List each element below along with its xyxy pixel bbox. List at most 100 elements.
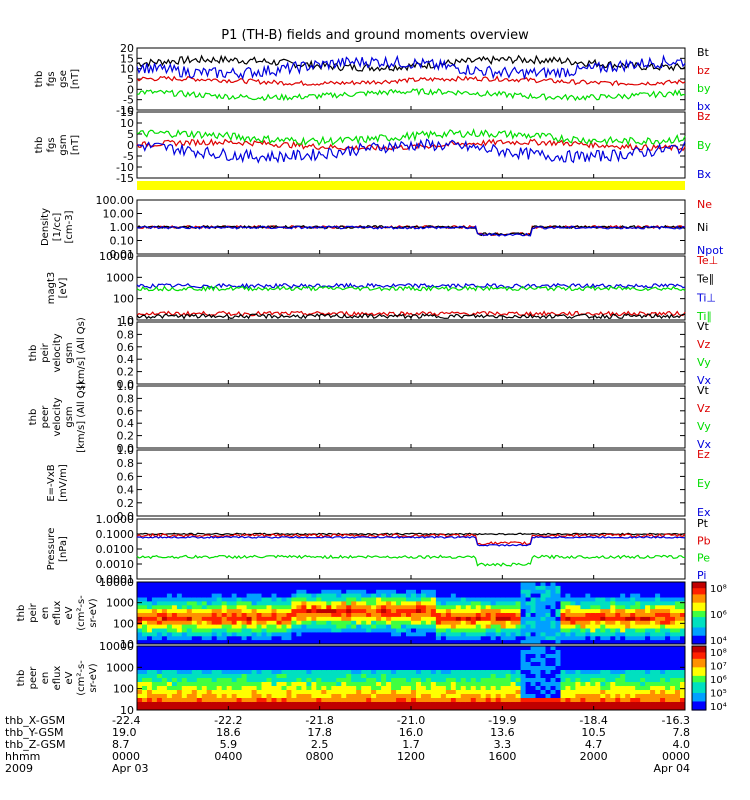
heat-cell <box>261 690 267 695</box>
heat-cell <box>520 585 527 591</box>
heat-cell <box>376 706 382 711</box>
heat-cell <box>236 601 243 606</box>
heat-cell <box>256 609 263 614</box>
heat-cell <box>575 670 581 675</box>
heat-cell <box>595 605 601 610</box>
ytick-label: 10 <box>120 63 134 76</box>
heat-cell <box>236 589 243 595</box>
heat-cell <box>236 678 243 683</box>
heat-cell <box>206 605 213 610</box>
heat-cell <box>406 706 412 711</box>
heat-cell <box>171 620 178 626</box>
heat-cell <box>291 616 297 622</box>
heat-cell <box>196 582 203 587</box>
ylabel-line: eflux <box>52 601 63 626</box>
heat-cell <box>221 593 228 598</box>
colorbar-step <box>692 604 706 608</box>
heat-cell <box>640 646 646 651</box>
heat-cell <box>256 678 263 683</box>
heat-cell <box>341 698 347 703</box>
colorbar-step <box>692 678 706 681</box>
heat-cell <box>575 632 581 637</box>
heat-cell <box>680 628 686 633</box>
heat-cell <box>600 585 606 591</box>
heat-cell <box>575 690 581 695</box>
heat-cell <box>386 690 392 695</box>
heat-cell <box>580 698 586 703</box>
heat-cell <box>311 589 317 595</box>
heat-cell <box>610 694 616 699</box>
heat-cell <box>246 682 253 687</box>
heat-cell <box>530 589 537 595</box>
heat-cell <box>500 678 507 683</box>
heat-cell <box>137 632 143 637</box>
heat-cell <box>430 674 437 679</box>
heat-cell <box>336 694 342 699</box>
heat-cell <box>500 609 507 614</box>
heat-cell <box>366 666 372 671</box>
heat-cell <box>480 678 487 683</box>
heat-cell <box>640 636 646 641</box>
heat-cell <box>281 702 287 707</box>
heat-cell <box>366 597 372 602</box>
heat-cell <box>525 666 532 671</box>
heat-cell <box>256 662 263 667</box>
heat-cell <box>181 682 188 687</box>
heat-cell <box>211 666 218 671</box>
heat-cell <box>580 601 586 606</box>
heat-cell <box>301 646 307 651</box>
heat-cell <box>421 686 427 691</box>
heat-cell <box>371 662 377 667</box>
heat-cell <box>520 702 527 707</box>
heat-cell <box>570 706 576 711</box>
heat-cell <box>585 686 591 691</box>
heat-cell <box>191 646 198 651</box>
heat-cell <box>475 662 482 667</box>
heat-cell <box>540 690 546 695</box>
heat-cell <box>306 646 312 651</box>
heat-cell <box>406 582 412 587</box>
heat-cell <box>186 589 193 595</box>
heat-cell <box>435 690 442 695</box>
heat-cell <box>391 585 397 591</box>
heat-cell <box>221 670 228 675</box>
heat-cell <box>151 670 158 675</box>
heat-cell <box>500 640 507 645</box>
heat-cell <box>216 582 223 587</box>
heat-cell <box>241 616 248 622</box>
series-line-By <box>136 128 686 147</box>
heat-cell <box>276 674 282 679</box>
heat-cell <box>645 698 651 703</box>
xaxis-row-label: thb_Y-GSM <box>5 726 64 739</box>
heat-cell <box>171 597 178 602</box>
heat-cell <box>351 698 357 703</box>
heat-cell <box>585 640 591 645</box>
heat-cell <box>147 646 153 651</box>
heat-cell <box>550 601 556 606</box>
heat-cell <box>555 585 561 591</box>
heat-cell <box>216 702 223 707</box>
heat-cell <box>560 670 566 675</box>
heat-cell <box>271 698 277 703</box>
heat-cell <box>610 585 616 591</box>
heat-cell <box>585 632 591 637</box>
heat-cell <box>545 670 551 675</box>
heat-cell <box>361 646 367 651</box>
heat-cell <box>485 613 492 618</box>
heat-cell <box>396 636 402 641</box>
heat-cell <box>475 582 482 587</box>
heat-cell <box>186 706 193 711</box>
heat-cell <box>236 686 243 691</box>
heat-cell <box>346 706 352 711</box>
heat-cell <box>191 636 198 641</box>
heat-cell <box>545 674 551 679</box>
heat-cell <box>520 686 527 691</box>
heat-cell <box>500 702 507 707</box>
heat-cell <box>560 662 566 667</box>
heat-cell <box>435 698 442 703</box>
heat-cell <box>301 620 307 626</box>
heat-cell <box>346 702 352 707</box>
heat-cell <box>440 694 447 699</box>
heat-cell <box>231 582 238 587</box>
